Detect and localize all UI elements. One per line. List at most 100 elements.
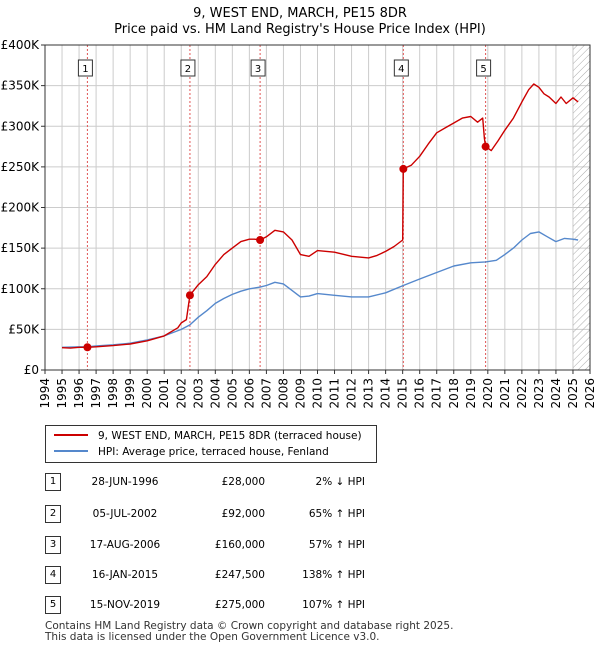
series-lines bbox=[61, 83, 579, 349]
x-tick-label: 2015 bbox=[396, 378, 410, 409]
sale-price: £275,000 bbox=[214, 599, 265, 611]
x-tick-label: 2001 bbox=[157, 378, 171, 409]
x-tick-label: 2019 bbox=[464, 378, 478, 409]
x-tick-label: 2004 bbox=[208, 378, 222, 409]
y-tick-label: £0 bbox=[24, 363, 39, 377]
sale-hpi-diff: 107% ↑ HPI bbox=[302, 599, 365, 611]
x-tick-label: 2014 bbox=[379, 378, 393, 409]
chart-title-line2: Price paid vs. HM Land Registry's House … bbox=[114, 22, 486, 37]
sale-number-badge: 5 bbox=[45, 596, 61, 614]
sale-point bbox=[399, 164, 408, 173]
x-tick-label: 2000 bbox=[140, 378, 154, 409]
x-tick-label: 2021 bbox=[498, 378, 512, 409]
x-tick-label: 2025 bbox=[566, 378, 580, 409]
sale-point bbox=[185, 291, 194, 300]
legend-swatch-property bbox=[54, 434, 88, 436]
y-tick-label: £200K bbox=[1, 201, 41, 215]
sale-number-badge: 4 bbox=[45, 566, 61, 584]
sale-label-box bbox=[476, 59, 492, 77]
y-tick-label: £50K bbox=[8, 322, 40, 336]
sale-number-badge: 2 bbox=[45, 505, 61, 523]
legend-label-property: 9, WEST END, MARCH, PE15 8DR (terraced h… bbox=[98, 430, 362, 442]
forecast-hatch-region bbox=[572, 45, 590, 370]
sale-price: £160,000 bbox=[214, 539, 265, 551]
sale-price: £28,000 bbox=[221, 476, 265, 488]
sale-label-box bbox=[180, 59, 196, 77]
sale-label-box bbox=[77, 59, 93, 77]
sale-label-number: 2 bbox=[185, 64, 191, 75]
x-tick-label: 2022 bbox=[515, 378, 529, 409]
x-tick-label: 2008 bbox=[276, 378, 290, 409]
sale-label-number: 5 bbox=[480, 64, 486, 75]
table-row: 4 16-JAN-2015 £247,500 138% ↑ HPI bbox=[45, 566, 405, 584]
x-tick-label: 2002 bbox=[174, 378, 188, 409]
sale-date: 28-JUN-1996 bbox=[91, 476, 159, 488]
sale-hpi-diff: 65% ↑ HPI bbox=[308, 508, 365, 520]
x-tick-label: 2013 bbox=[362, 378, 376, 409]
sale-number-badge: 1 bbox=[45, 473, 61, 491]
sale-number-labels: 1 2 3 4 5 bbox=[77, 59, 492, 77]
sale-label-number: 4 bbox=[398, 64, 404, 75]
y-tick-label: £150K bbox=[1, 241, 41, 255]
sale-hpi-diff: 138% ↑ HPI bbox=[302, 569, 365, 581]
sale-date: 17-AUG-2006 bbox=[89, 539, 161, 551]
sale-label-number: 1 bbox=[82, 64, 88, 75]
x-tick-label: 1998 bbox=[106, 378, 120, 409]
x-tick-label: 2007 bbox=[259, 378, 273, 409]
x-tick-label: 1997 bbox=[89, 378, 103, 409]
footer-line2: This data is licensed under the Open Gov… bbox=[45, 631, 380, 643]
y-tick-label: £300K bbox=[1, 119, 41, 133]
hpi-line bbox=[61, 231, 579, 348]
x-tick-label: 2009 bbox=[293, 378, 307, 409]
chart-title: 9, WEST END, MARCH, PE15 8DR Price paid … bbox=[0, 6, 600, 38]
sale-hpi-diff: 57% ↑ HPI bbox=[308, 539, 365, 551]
y-tick-label: £250K bbox=[1, 160, 41, 174]
x-tick-label: 2006 bbox=[242, 378, 256, 409]
legend-label-hpi: HPI: Average price, terraced house, Fenl… bbox=[98, 446, 329, 458]
x-tick-label: 2016 bbox=[413, 378, 427, 409]
x-tick-label: 2018 bbox=[447, 378, 461, 409]
footer-line1: Contains HM Land Registry data © Crown c… bbox=[45, 620, 454, 632]
x-tick-label: 2012 bbox=[345, 378, 359, 409]
x-tick-label: 1995 bbox=[55, 378, 69, 409]
x-tick-label: 2011 bbox=[328, 378, 342, 409]
chart-area: 1 2 3 4 5 £0 £50K £100K £150K £200K £250K £300K £35… bbox=[1, 38, 597, 409]
sale-price: £247,500 bbox=[214, 569, 265, 581]
y-axis: £0 £50K £100K £150K £200K £250K £300K £350K £400… bbox=[1, 38, 45, 377]
table-row: 3 17-AUG-2006 £160,000 57% ↑ HPI bbox=[45, 536, 405, 554]
legend-swatch-hpi bbox=[54, 450, 88, 452]
table-row: 1 28-JUN-1996 £28,000 2% ↓ HPI bbox=[45, 473, 405, 491]
sale-price: £92,000 bbox=[221, 508, 265, 520]
x-tick-label: 1996 bbox=[72, 378, 86, 409]
x-tick-label: 1994 bbox=[38, 378, 52, 409]
sale-label-box bbox=[250, 59, 266, 77]
property-price-line bbox=[61, 83, 579, 349]
sale-date: 05-JUL-2002 bbox=[92, 508, 158, 520]
x-tick-label: 2017 bbox=[430, 378, 444, 409]
sale-point bbox=[83, 343, 92, 352]
sale-label-number: 3 bbox=[255, 64, 261, 75]
legend: 9, WEST END, MARCH, PE15 8DR (terraced h… bbox=[45, 425, 377, 463]
y-tick-label: £100K bbox=[1, 282, 41, 296]
x-tick-label: 2003 bbox=[191, 378, 205, 409]
x-tick-label: 2010 bbox=[311, 378, 325, 409]
sale-point bbox=[256, 236, 265, 244]
x-axis: 1994 1995 1996 1997 1998 1999 2000 2001 2002 2003… bbox=[38, 370, 597, 409]
y-tick-label: £400K bbox=[1, 38, 41, 52]
table-row: 2 05-JUL-2002 £92,000 65% ↑ HPI bbox=[45, 505, 405, 523]
sale-points bbox=[83, 142, 490, 352]
sale-hpi-diff: 2% ↓ HPI bbox=[315, 476, 365, 488]
x-tick-label: 1999 bbox=[123, 378, 137, 409]
legend-item-property: 9, WEST END, MARCH, PE15 8DR (terraced h… bbox=[54, 429, 362, 443]
legend-item-hpi: HPI: Average price, terraced house, Fenl… bbox=[54, 445, 329, 459]
sale-point bbox=[481, 142, 490, 151]
footer-attribution: Contains HM Land Registry data © Crown c… bbox=[45, 621, 453, 643]
x-tick-label: 2024 bbox=[549, 378, 563, 409]
x-tick-label: 2023 bbox=[532, 378, 546, 409]
x-tick-label: 2005 bbox=[225, 378, 239, 409]
x-tick-label: 2026 bbox=[583, 378, 597, 409]
table-row: 5 15-NOV-2019 £275,000 107% ↑ HPI bbox=[45, 596, 405, 614]
sale-date: 15-NOV-2019 bbox=[89, 599, 161, 611]
x-tick-label: 2020 bbox=[481, 378, 495, 409]
y-tick-label: £350K bbox=[1, 79, 41, 93]
